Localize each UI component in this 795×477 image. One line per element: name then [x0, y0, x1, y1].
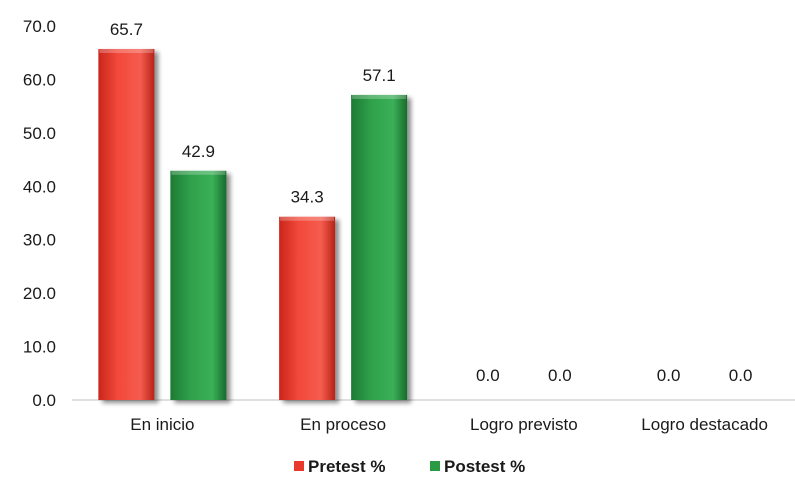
legend-label: Postest %	[444, 457, 525, 476]
bar-pretest	[98, 48, 155, 401]
data-label: 42.9	[182, 142, 215, 161]
y-tick-label: 60.0	[23, 70, 56, 89]
legend-swatch	[430, 461, 440, 471]
x-category-label: Logro previsto	[470, 415, 578, 434]
bar-bevel	[280, 216, 335, 221]
data-label: 0.0	[729, 366, 753, 385]
y-tick-label: 40.0	[23, 177, 56, 196]
y-axis: 0.0 10.0 20.0 30.0 40.0 50.0 60.0 70.0	[23, 17, 56, 410]
legend-label: Pretest %	[308, 457, 385, 476]
legend-swatch	[294, 461, 304, 471]
data-label: 57.1	[363, 66, 396, 85]
bar-postest	[351, 94, 408, 401]
x-category-label: Logro destacado	[641, 415, 768, 434]
bar-bevel	[352, 94, 407, 99]
y-tick-label: 20.0	[23, 284, 56, 303]
x-axis: En inicio En proceso Logro previsto Logro d…	[130, 415, 768, 434]
y-tick-label: 10.0	[23, 338, 56, 357]
data-label: 65.7	[110, 20, 143, 39]
data-labels-group: 65.7 42.9 34.3 57.1 0.0 0.0 0.0 0.0	[110, 20, 753, 385]
x-category-label: En inicio	[130, 415, 194, 434]
data-label: 0.0	[476, 366, 500, 385]
x-category-label: En proceso	[300, 415, 386, 434]
y-tick-label: 0.0	[32, 391, 56, 410]
data-label: 34.3	[291, 188, 324, 207]
y-tick-label: 70.0	[23, 17, 56, 36]
data-label: 0.0	[548, 366, 572, 385]
bar-postest	[170, 170, 227, 400]
data-label: 0.0	[657, 366, 681, 385]
bar-pretest	[279, 216, 336, 400]
y-tick-label: 50.0	[23, 124, 56, 143]
legend: Pretest % Postest %	[294, 457, 525, 476]
y-tick-label: 30.0	[23, 231, 56, 250]
bar-bevel	[99, 48, 154, 53]
bars-group	[98, 48, 408, 401]
bar-bevel	[171, 170, 226, 175]
